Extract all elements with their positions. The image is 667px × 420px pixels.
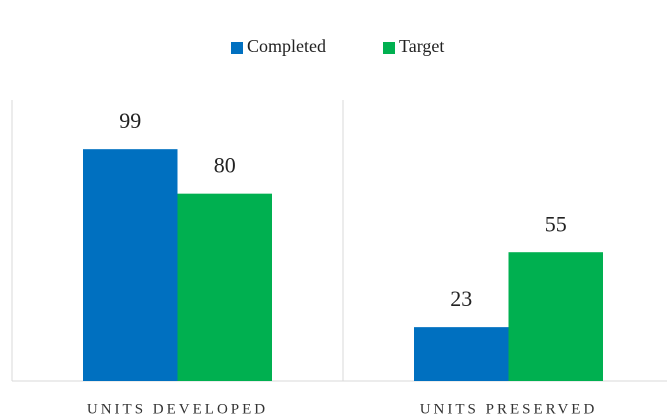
bar [177, 193, 272, 381]
data-label: 99 [119, 108, 141, 133]
legend-label: Completed [247, 36, 326, 56]
data-label: 55 [545, 211, 567, 236]
bar [83, 149, 178, 381]
legend-swatch [231, 42, 243, 54]
legend-swatch [383, 42, 395, 54]
data-label: 80 [214, 153, 236, 178]
data-label: 23 [450, 286, 472, 311]
x-tick-label: UNITS PRESERVED [420, 401, 598, 417]
x-tick-label: UNITS DEVELOPED [87, 401, 268, 417]
bar [414, 327, 509, 381]
legend-label: Target [399, 36, 444, 56]
bar [508, 252, 603, 381]
